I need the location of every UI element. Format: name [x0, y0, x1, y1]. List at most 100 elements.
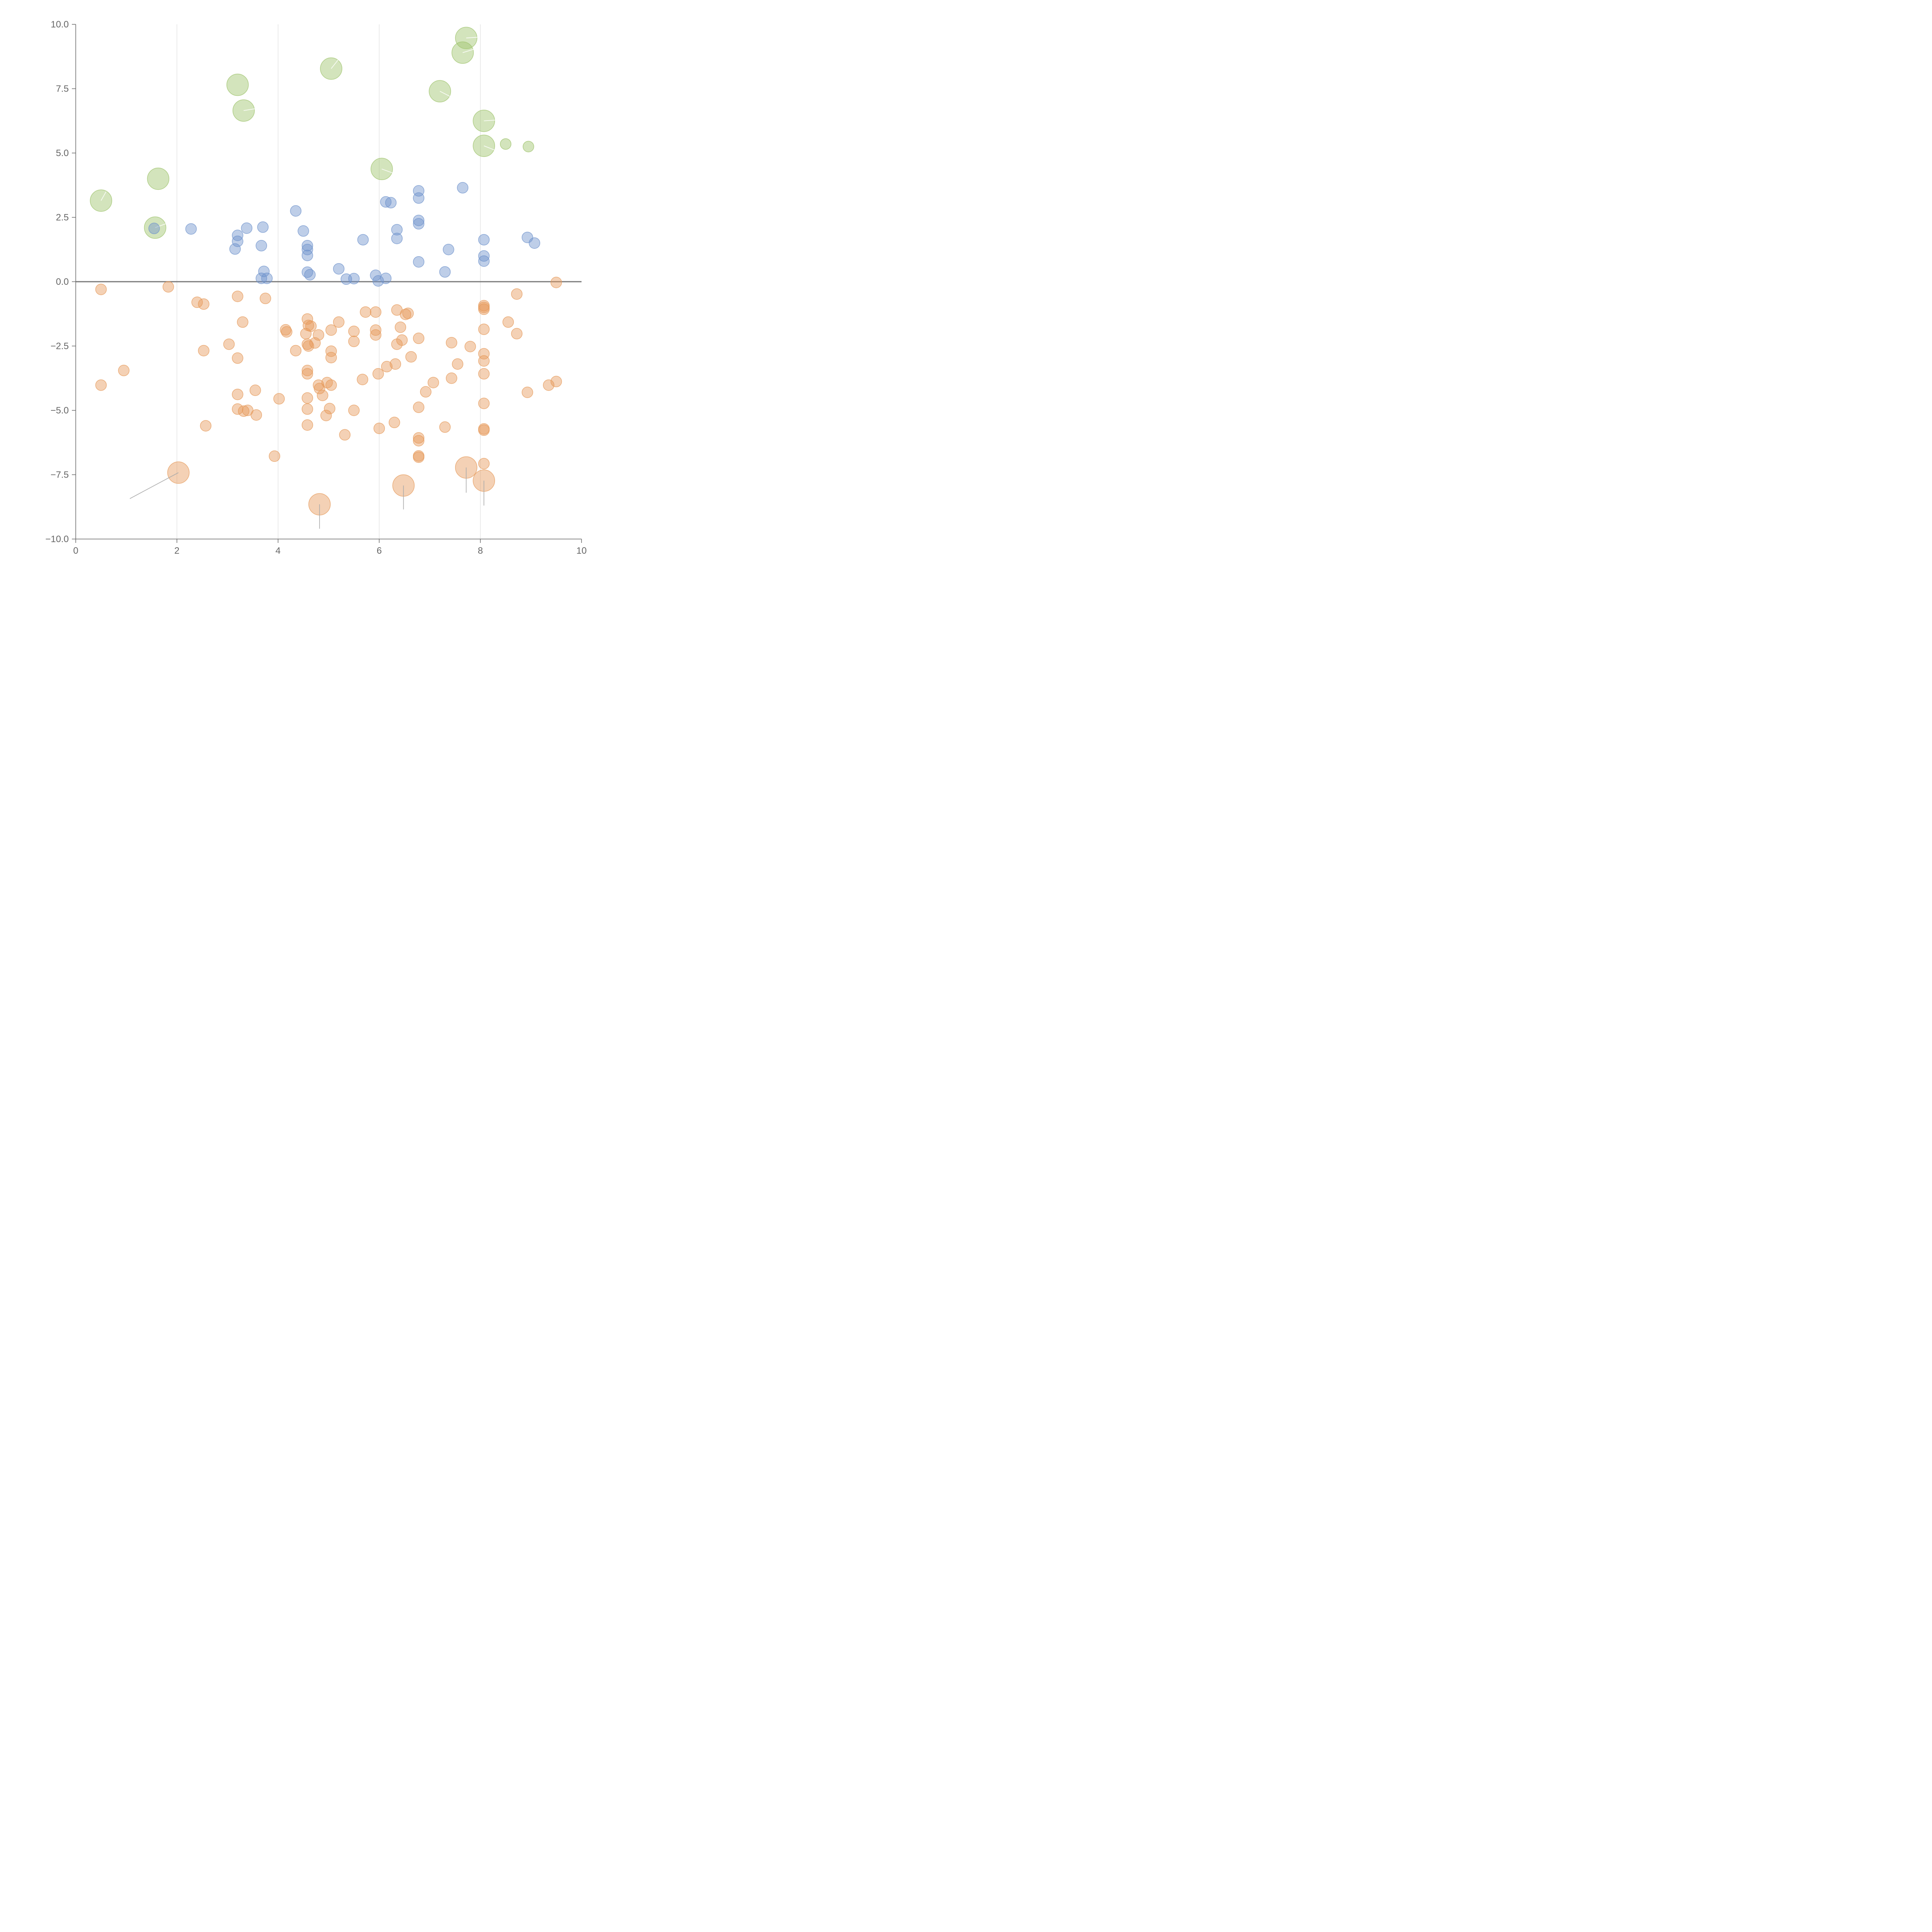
point-orange-71 [413, 432, 425, 444]
point-orange-32 [301, 368, 313, 380]
point-orange-43 [320, 410, 332, 422]
point-blue-24 [380, 272, 392, 284]
point-orange-97 [543, 379, 554, 391]
point-blue-21 [357, 234, 369, 246]
point-blue-6 [255, 240, 267, 252]
point-blue-11 [290, 205, 302, 217]
point-orange-39 [317, 389, 328, 401]
point-orange-91 [478, 424, 490, 436]
point-orange-6 [198, 345, 209, 357]
point-orange-92 [478, 458, 490, 469]
leader-line-green-large-8 [466, 37, 478, 39]
point-blue-20 [348, 273, 360, 284]
point-green-large-1 [147, 167, 170, 190]
point-orange-17 [250, 409, 262, 421]
point-blue-17 [304, 269, 316, 281]
point-orange-36 [301, 419, 313, 431]
point-orange-1 [95, 379, 107, 391]
point-orange-77 [439, 421, 451, 433]
y-tick-label-5: 5.0 [56, 148, 69, 158]
data-points [90, 27, 562, 529]
point-orange-49 [348, 325, 360, 337]
point-orange-65 [396, 334, 408, 346]
point-orange-64 [395, 321, 406, 333]
point-orange-58 [373, 422, 385, 434]
point-orange-59 [381, 361, 393, 372]
series-orange [95, 277, 562, 469]
series-green-large [90, 27, 534, 239]
point-orange-44 [325, 324, 337, 336]
point-orange-67 [402, 308, 414, 319]
point-orange-89 [478, 398, 490, 409]
y-tick-label--7.5: −7.5 [51, 470, 69, 480]
point-orange-0 [95, 284, 107, 295]
point-blue-27 [391, 224, 403, 236]
point-orange-16 [249, 384, 261, 396]
point-orange-4 [191, 296, 203, 308]
x-tick-label-6: 6 [377, 546, 382, 556]
point-orange-48 [339, 429, 351, 441]
point-orange-13 [232, 403, 243, 415]
point-blue-2 [229, 243, 241, 255]
point-blue-0 [148, 223, 160, 234]
point-orange-95 [511, 328, 523, 340]
point-orange-61 [388, 417, 400, 429]
point-green-large-3 [226, 73, 249, 96]
scatter-chart: 0 2 4 6 8 10 −10.0 −7.5 −5.0 −2.5 0.0 2.5 5.0 7.5 10.0 [45, 19, 587, 556]
point-orange-53 [357, 374, 368, 385]
point-orange-52 [360, 306, 371, 318]
point-blue-34 [439, 266, 451, 278]
point-orange-22 [281, 326, 293, 338]
point-orange-74 [413, 451, 425, 463]
point-blue-28 [391, 233, 403, 244]
point-blue-23 [372, 275, 384, 287]
x-tick-label-8: 8 [478, 546, 483, 556]
point-blue-36 [457, 182, 469, 194]
x-tick-label-0: 0 [73, 546, 78, 556]
point-orange-78 [446, 337, 457, 349]
point-orange-72 [413, 435, 425, 447]
point-blue-33 [413, 256, 425, 268]
point-orange-29 [303, 340, 314, 352]
y-tick-label--10: −10.0 [45, 534, 69, 544]
series-orange-large [129, 456, 495, 529]
point-orange-75 [420, 386, 432, 398]
point-blue-25 [380, 196, 392, 208]
y-tick-label-0: 0.0 [56, 277, 69, 287]
point-blue-31 [413, 214, 425, 226]
x-tick-label-10: 10 [577, 546, 587, 556]
point-orange-18 [260, 293, 271, 304]
point-blue-41 [529, 237, 541, 249]
point-orange-5 [198, 298, 209, 310]
point-orange-80 [452, 358, 464, 370]
axes: 0 2 4 6 8 10 −10.0 −7.5 −5.0 −2.5 0.0 2.5 5.0 7.5 10.0 [45, 19, 587, 556]
y-tick-label--2.5: −2.5 [51, 341, 69, 352]
point-blue-4 [232, 235, 243, 247]
point-blue-1 [185, 223, 197, 235]
y-tick-label--5: −5.0 [51, 405, 69, 416]
point-green-large-13 [522, 141, 534, 153]
point-orange-12 [232, 388, 243, 400]
point-orange-51 [348, 405, 360, 416]
leader-line-orange-large-0 [129, 472, 179, 499]
point-orange-41 [325, 379, 337, 391]
leader-line-green-large-9 [463, 48, 476, 53]
point-orange-84 [478, 303, 490, 315]
leader-line-green-large-4 [243, 107, 263, 111]
point-orange-34 [301, 392, 313, 404]
point-orange-98 [550, 277, 562, 288]
point-blue-12 [298, 225, 309, 237]
point-orange-20 [273, 393, 285, 405]
point-orange-46 [325, 352, 337, 364]
leader-line-green-large-5 [331, 59, 339, 69]
point-orange-81 [464, 341, 476, 352]
point-orange-79 [446, 372, 457, 384]
point-orange-27 [305, 320, 317, 332]
point-blue-8 [258, 265, 270, 277]
point-blue-13 [301, 240, 313, 252]
point-blue-5 [241, 222, 253, 234]
point-blue-7 [257, 221, 269, 233]
point-orange-69 [413, 332, 425, 344]
point-orange-57 [372, 368, 384, 380]
point-orange-38 [314, 383, 325, 395]
